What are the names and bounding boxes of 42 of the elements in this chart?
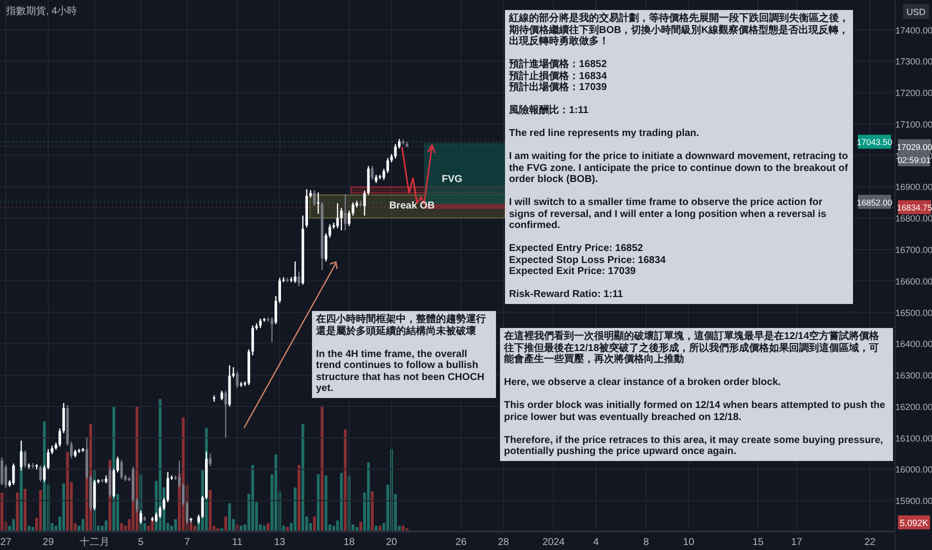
annotation: 風險報酬比：1:11: [509, 105, 590, 116]
annotation: 紅線的部分將是我的交易計劃，等待價格先展開一段下跌回調到失衡區之後，期待價格繼續往下到BOB，切換小時間級別K線觀察價格型態是否出現反轉，出現反轉時勇敢做多！: [509, 13, 849, 48]
annotation: Here, we observe a clear instance of a broken order block.: [504, 377, 782, 388]
annotation: Therefore, if the price retraces to this area, it may create some buying pressure, potentially pushing the price upward once again.: [504, 434, 884, 458]
x-tick-label: 8: [643, 537, 650, 548]
annotation: I am waiting for the price to initiate a downward movement, retracing to the FVG zone. I anticipate the price to continue down to the breakout of order block (BOB).: [509, 151, 849, 186]
text: 5.092K: [900, 518, 928, 528]
annotation: Risk-Reward Ratio: 1:11: [509, 289, 624, 300]
ref-line-label: 17043.50: [856, 137, 892, 148]
annotation: Expected Entry Price: 16852 Expected Stop Loss Price: 16834 Expected Exit Price: 17039: [509, 243, 667, 278]
x-tick-label: 2024: [542, 537, 566, 548]
x-tick-label: 20: [386, 537, 398, 548]
x-tick-label: 13: [274, 537, 286, 548]
annotation: In the 4H time frame, the overall trend continues to follow a bullish structure that has not been CHOCH yet.: [316, 348, 486, 394]
x-tick-label: 29: [42, 537, 54, 548]
x-tick-label: 18: [344, 537, 356, 548]
x-tick-label: 7: [184, 537, 190, 548]
text: USD: [906, 7, 926, 17]
annotation: 在四小時時間框架中，整體的趨勢運行還是屬於多頭延續的結構尚未被破壞: [316, 314, 487, 337]
annotation: This order block was initially formed on 12/14 when bears attempted to push the price lower but was eventually breached on 12/18.: [504, 400, 886, 423]
x-tick-label: 22: [864, 537, 876, 548]
ref-line-label: 17029.00: [896, 142, 932, 152]
x-tick-label: 十二月: [80, 536, 110, 548]
annotation: 預計進場價格：16852: [509, 59, 608, 70]
ref-line-label: 16852.00: [856, 197, 892, 208]
annotation: 預計出場價格：17039: [509, 82, 608, 94]
annotation: FVG: [442, 174, 462, 185]
x-tick-label: 11: [232, 537, 243, 548]
annotation: I will switch to a smaller time frame to observe the price action for signs of reversal, and I will enter a long position when a reversal is confirmed.: [509, 197, 828, 232]
x-tick-label: 28: [498, 537, 510, 548]
annotation: 預計止損價格：16834: [509, 70, 608, 82]
x-tick-label: 5: [138, 537, 144, 548]
annotation: 在這裡我們看到一次很明顯的破壞訂單塊，這個訂單塊最早是在12/14空方嘗試將價格往下推但最後在12/18被突破了之後形成，所以我們形成價格如果回調到這個區域，可能會產生一些買壓，再次將價格向上推動: [504, 331, 880, 366]
x-tick-label: 26: [455, 537, 467, 548]
x-tick-label: 10: [683, 537, 695, 548]
annotation: Break OB: [389, 200, 435, 212]
x-tick-label: 15: [752, 537, 764, 548]
annotation: The red line represents my trading plan.: [509, 128, 700, 140]
x-tick-label: 17: [791, 537, 803, 548]
x-tick-label: 27: [0, 537, 12, 548]
x-tick-label: 4: [593, 537, 600, 548]
text: 指數期貨, 4小時: [5, 5, 78, 17]
